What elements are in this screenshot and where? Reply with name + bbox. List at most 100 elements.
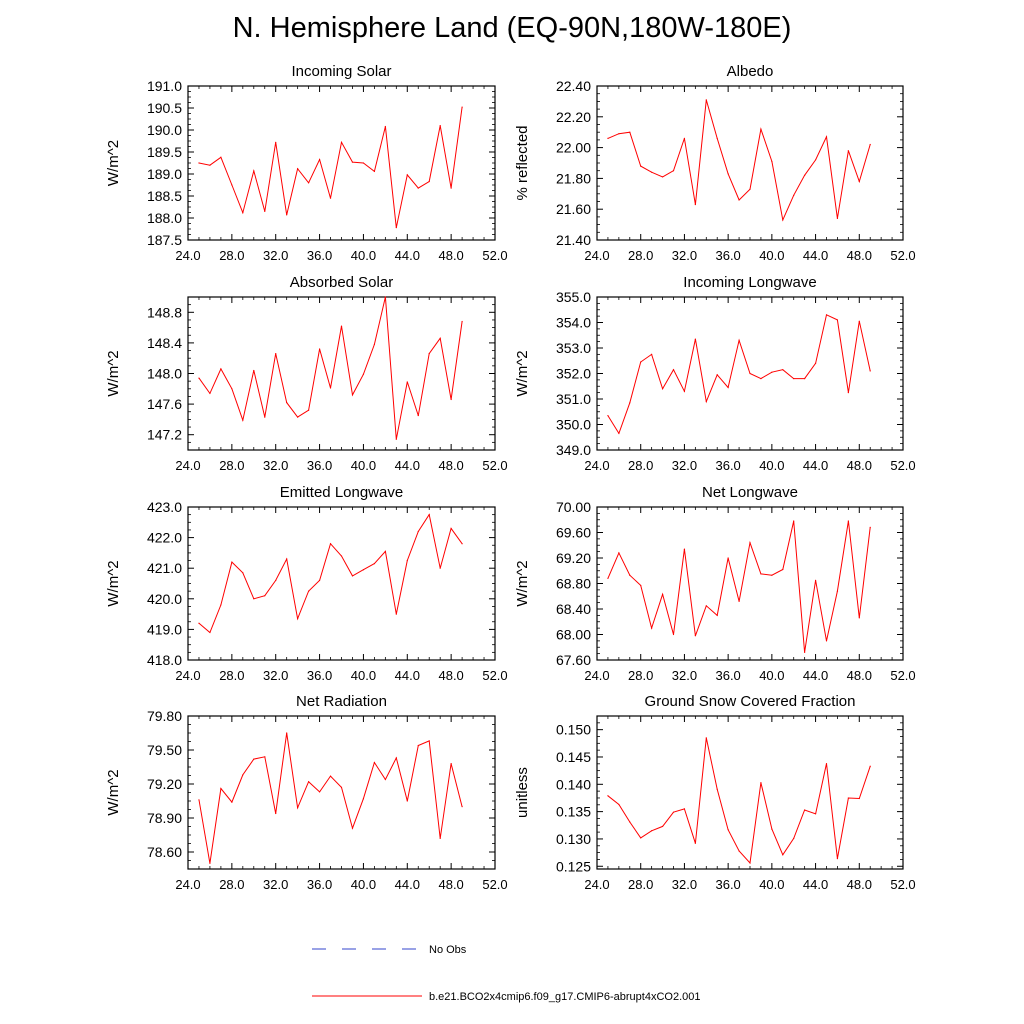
x-tick-label: 36.0 bbox=[715, 668, 740, 683]
series-line bbox=[198, 513, 463, 634]
data-point bbox=[661, 825, 664, 827]
panel-title: Net Radiation bbox=[296, 693, 387, 710]
data-point bbox=[362, 373, 365, 375]
y-tick-label: 67.60 bbox=[556, 652, 591, 668]
panel-title: Incoming Solar bbox=[291, 63, 391, 80]
data-point bbox=[417, 530, 419, 533]
data-point bbox=[275, 353, 277, 355]
data-point bbox=[825, 314, 828, 316]
data-point bbox=[209, 862, 211, 864]
data-point bbox=[672, 170, 675, 172]
data-point bbox=[318, 158, 321, 161]
data-point bbox=[264, 210, 266, 212]
x-tick-label: 48.0 bbox=[847, 668, 872, 683]
data-point bbox=[198, 799, 200, 801]
y-tick-label: 0.145 bbox=[556, 749, 591, 765]
data-point bbox=[428, 740, 430, 742]
x-tick-label: 52.0 bbox=[890, 458, 915, 473]
x-tick-label: 28.0 bbox=[219, 877, 244, 892]
data-point bbox=[836, 858, 839, 860]
data-point bbox=[450, 763, 452, 765]
data-point bbox=[760, 128, 762, 130]
data-point bbox=[847, 392, 849, 394]
y-tick-label: 0.140 bbox=[556, 776, 591, 792]
x-tick-label: 36.0 bbox=[715, 248, 740, 263]
data-point bbox=[461, 806, 463, 808]
data-point bbox=[793, 837, 795, 840]
data-point bbox=[749, 372, 751, 375]
x-tick-label: 40.0 bbox=[759, 668, 784, 683]
data-point bbox=[286, 732, 288, 734]
data-point bbox=[384, 778, 386, 781]
data-point bbox=[198, 162, 200, 164]
data-point bbox=[220, 156, 222, 158]
data-point bbox=[651, 627, 653, 629]
y-tick-label: 68.00 bbox=[556, 627, 591, 643]
x-tick-label: 36.0 bbox=[307, 877, 332, 892]
series-line bbox=[198, 296, 463, 440]
data-point bbox=[869, 526, 871, 529]
data-point bbox=[329, 775, 332, 777]
y-tick-label: 353.0 bbox=[556, 340, 591, 356]
y-axis-label: W/m^2 bbox=[105, 560, 122, 606]
data-point bbox=[705, 400, 707, 403]
data-point bbox=[428, 353, 430, 355]
series-line bbox=[607, 520, 871, 653]
x-tick-label: 32.0 bbox=[672, 248, 697, 263]
data-point bbox=[607, 577, 609, 580]
x-tick-label: 36.0 bbox=[715, 458, 740, 473]
data-point bbox=[417, 187, 419, 189]
plot-frame bbox=[187, 85, 496, 241]
data-point bbox=[640, 837, 642, 839]
data-point bbox=[738, 339, 740, 341]
data-point bbox=[231, 388, 233, 390]
data-point bbox=[297, 618, 299, 620]
y-tick-label: 190.0 bbox=[147, 122, 182, 138]
data-point bbox=[253, 369, 255, 372]
y-axis-label: % reflected bbox=[514, 125, 531, 200]
data-point bbox=[749, 862, 751, 864]
data-point bbox=[793, 194, 795, 196]
data-point bbox=[231, 561, 233, 563]
data-point bbox=[275, 579, 277, 582]
data-point bbox=[340, 141, 343, 143]
data-point bbox=[716, 788, 718, 790]
data-point bbox=[373, 343, 375, 346]
y-tick-label: 420.0 bbox=[147, 591, 182, 607]
plot-frame bbox=[596, 85, 904, 241]
data-point bbox=[694, 842, 696, 844]
x-tick-label: 24.0 bbox=[584, 248, 609, 263]
data-point bbox=[329, 543, 332, 545]
data-point bbox=[450, 187, 452, 189]
data-point bbox=[814, 362, 817, 364]
y-tick-label: 0.125 bbox=[556, 858, 591, 874]
data-point bbox=[804, 809, 806, 811]
data-point bbox=[286, 214, 288, 216]
plot-frame bbox=[187, 715, 496, 870]
y-axis-label: unitless bbox=[514, 767, 531, 818]
data-point bbox=[242, 774, 244, 776]
panel-title: Incoming Longwave bbox=[683, 274, 816, 291]
data-point bbox=[297, 807, 299, 809]
data-point bbox=[771, 160, 773, 163]
x-tick-label: 24.0 bbox=[175, 458, 200, 473]
data-point bbox=[683, 808, 686, 810]
y-tick-label: 22.40 bbox=[556, 78, 591, 94]
x-tick-label: 44.0 bbox=[395, 668, 420, 683]
data-point bbox=[275, 141, 277, 143]
data-point bbox=[661, 593, 664, 595]
data-point bbox=[694, 203, 696, 206]
data-point bbox=[607, 795, 609, 797]
data-point bbox=[618, 432, 620, 435]
y-tick-label: 352.0 bbox=[556, 366, 591, 382]
x-tick-label: 48.0 bbox=[847, 248, 872, 263]
y-tick-label: 191.0 bbox=[147, 78, 182, 94]
data-point bbox=[661, 388, 664, 390]
y-tick-label: 69.20 bbox=[556, 550, 591, 566]
data-point bbox=[242, 572, 244, 574]
data-point bbox=[836, 217, 839, 220]
data-point bbox=[629, 131, 631, 133]
x-tick-label: 24.0 bbox=[584, 458, 609, 473]
data-point bbox=[683, 390, 686, 392]
data-point bbox=[220, 368, 222, 370]
